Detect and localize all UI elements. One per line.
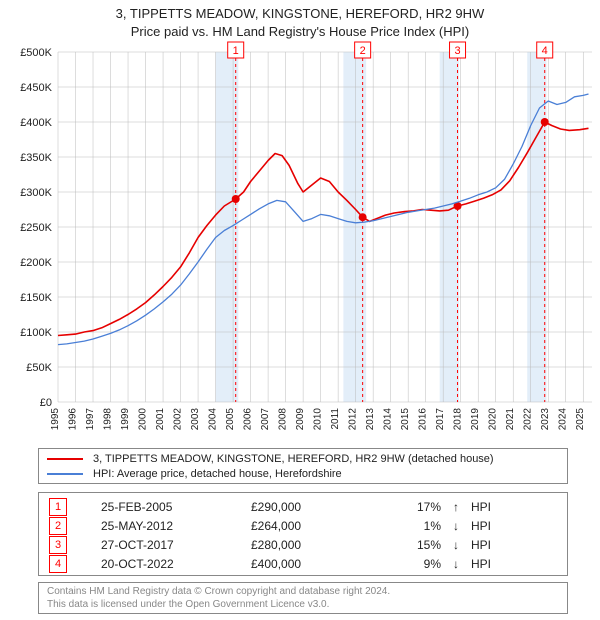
sales-price: £264,000 bbox=[251, 519, 381, 533]
sales-row-marker: 1 bbox=[49, 498, 67, 516]
legend-label: HPI: Average price, detached house, Here… bbox=[93, 468, 342, 480]
x-axis-label: 2010 bbox=[313, 408, 324, 431]
sales-suffix: HPI bbox=[471, 538, 521, 552]
sales-arrow-icon: ↑ bbox=[441, 500, 471, 514]
sales-pct: 17% bbox=[381, 500, 441, 514]
x-axis-label: 2018 bbox=[453, 408, 464, 431]
legend-swatch bbox=[47, 458, 83, 460]
x-axis-label: 2012 bbox=[348, 408, 359, 431]
sales-pct: 1% bbox=[381, 519, 441, 533]
y-axis-label: £300K bbox=[20, 187, 52, 199]
sales-table: 125-FEB-2005£290,00017%↑HPI225-MAY-2012£… bbox=[38, 492, 568, 576]
sales-row: 1 25-FEB-2005£290,00017%↑HPI bbox=[49, 497, 557, 516]
sales-row-marker: 4 bbox=[49, 555, 67, 573]
price-chart: £0 £50K £100K £150K £200K £250K £300K £350K £400… bbox=[0, 0, 600, 450]
sales-row: 4 20-OCT-2022£400,0009%↓HPI bbox=[49, 554, 557, 573]
x-axis-label: 1996 bbox=[68, 408, 79, 431]
legend-row: HPI: Average price, detached house, Here… bbox=[47, 466, 559, 481]
sales-row: 3 27-OCT-2017£280,00015%↓HPI bbox=[49, 535, 557, 554]
sales-price: £280,000 bbox=[251, 538, 381, 552]
sales-pct: 15% bbox=[381, 538, 441, 552]
x-axis-label: 2008 bbox=[278, 408, 289, 431]
sales-row-marker: 3 bbox=[49, 536, 67, 554]
x-axis-label: 2005 bbox=[225, 408, 236, 431]
y-axis-label: £450K bbox=[20, 82, 52, 94]
x-axis-label: 2007 bbox=[260, 408, 271, 431]
sales-date: 25-MAY-2012 bbox=[101, 519, 251, 533]
sale-marker-number: 4 bbox=[542, 45, 548, 57]
y-axis-label: £400K bbox=[20, 117, 52, 129]
sales-suffix: HPI bbox=[471, 557, 521, 571]
x-axis-label: 2016 bbox=[418, 408, 429, 431]
license-line-2: This data is licensed under the Open Gov… bbox=[47, 598, 559, 611]
x-axis-label: 2006 bbox=[243, 408, 254, 431]
sales-arrow-icon: ↓ bbox=[441, 557, 471, 571]
x-axis-label: 2014 bbox=[383, 408, 394, 431]
x-axis-label: 2020 bbox=[488, 408, 499, 431]
x-axis-label: 2011 bbox=[330, 408, 341, 430]
x-axis-label: 2023 bbox=[540, 408, 551, 431]
sale-marker-number: 2 bbox=[360, 45, 366, 57]
sales-pct: 9% bbox=[381, 557, 441, 571]
x-axis-label: 2004 bbox=[208, 408, 219, 431]
legend-label: 3, TIPPETTS MEADOW, KINGSTONE, HEREFORD,… bbox=[93, 453, 494, 465]
sales-price: £290,000 bbox=[251, 500, 381, 514]
x-axis-label: 2017 bbox=[435, 408, 446, 431]
x-axis-label: 1997 bbox=[85, 408, 96, 431]
x-axis-label: 2025 bbox=[575, 408, 586, 431]
y-axis-label: £500K bbox=[20, 47, 52, 59]
y-axis-label: £200K bbox=[20, 257, 52, 269]
sales-suffix: HPI bbox=[471, 500, 521, 514]
sale-dot bbox=[232, 195, 240, 203]
x-axis-label: 2002 bbox=[173, 408, 184, 431]
sales-suffix: HPI bbox=[471, 519, 521, 533]
y-axis-label: £350K bbox=[20, 152, 52, 164]
x-axis-label: 1998 bbox=[103, 408, 114, 431]
sales-arrow-icon: ↓ bbox=[441, 519, 471, 533]
sales-row: 2 25-MAY-2012£264,0001%↓HPI bbox=[49, 516, 557, 535]
sales-date: 25-FEB-2005 bbox=[101, 500, 251, 514]
x-axis-label: 1999 bbox=[120, 408, 131, 431]
x-axis-label: 2024 bbox=[558, 408, 569, 431]
y-axis-label: £100K bbox=[20, 327, 52, 339]
sale-dot bbox=[359, 213, 367, 221]
x-axis-label: 2003 bbox=[190, 408, 201, 431]
sales-date: 27-OCT-2017 bbox=[101, 538, 251, 552]
x-axis-label: 2021 bbox=[505, 408, 516, 431]
sales-arrow-icon: ↓ bbox=[441, 538, 471, 552]
y-axis-label: £150K bbox=[20, 292, 52, 304]
sales-row-marker: 2 bbox=[49, 517, 67, 535]
sales-price: £400,000 bbox=[251, 557, 381, 571]
sale-marker-number: 3 bbox=[454, 45, 460, 57]
y-axis-label: £0 bbox=[40, 397, 52, 409]
x-axis-label: 2019 bbox=[470, 408, 481, 431]
x-axis-label: 1995 bbox=[50, 408, 61, 431]
sale-dot bbox=[541, 118, 549, 126]
x-axis-label: 2022 bbox=[523, 408, 534, 431]
y-axis-label: £50K bbox=[26, 362, 52, 374]
y-axis-label: £250K bbox=[20, 222, 52, 234]
x-axis-label: 2015 bbox=[400, 408, 411, 431]
license-notice: Contains HM Land Registry data © Crown c… bbox=[38, 582, 568, 614]
x-axis-label: 2000 bbox=[138, 408, 149, 431]
sales-date: 20-OCT-2022 bbox=[101, 557, 251, 571]
x-axis-label: 2013 bbox=[365, 408, 376, 431]
license-line-1: Contains HM Land Registry data © Crown c… bbox=[47, 585, 559, 598]
x-axis-label: 2009 bbox=[295, 408, 306, 431]
sale-marker-number: 1 bbox=[233, 45, 239, 57]
legend-row: 3, TIPPETTS MEADOW, KINGSTONE, HEREFORD,… bbox=[47, 451, 559, 466]
legend: 3, TIPPETTS MEADOW, KINGSTONE, HEREFORD,… bbox=[38, 448, 568, 484]
x-axis-label: 2001 bbox=[155, 408, 166, 431]
legend-swatch bbox=[47, 473, 83, 475]
